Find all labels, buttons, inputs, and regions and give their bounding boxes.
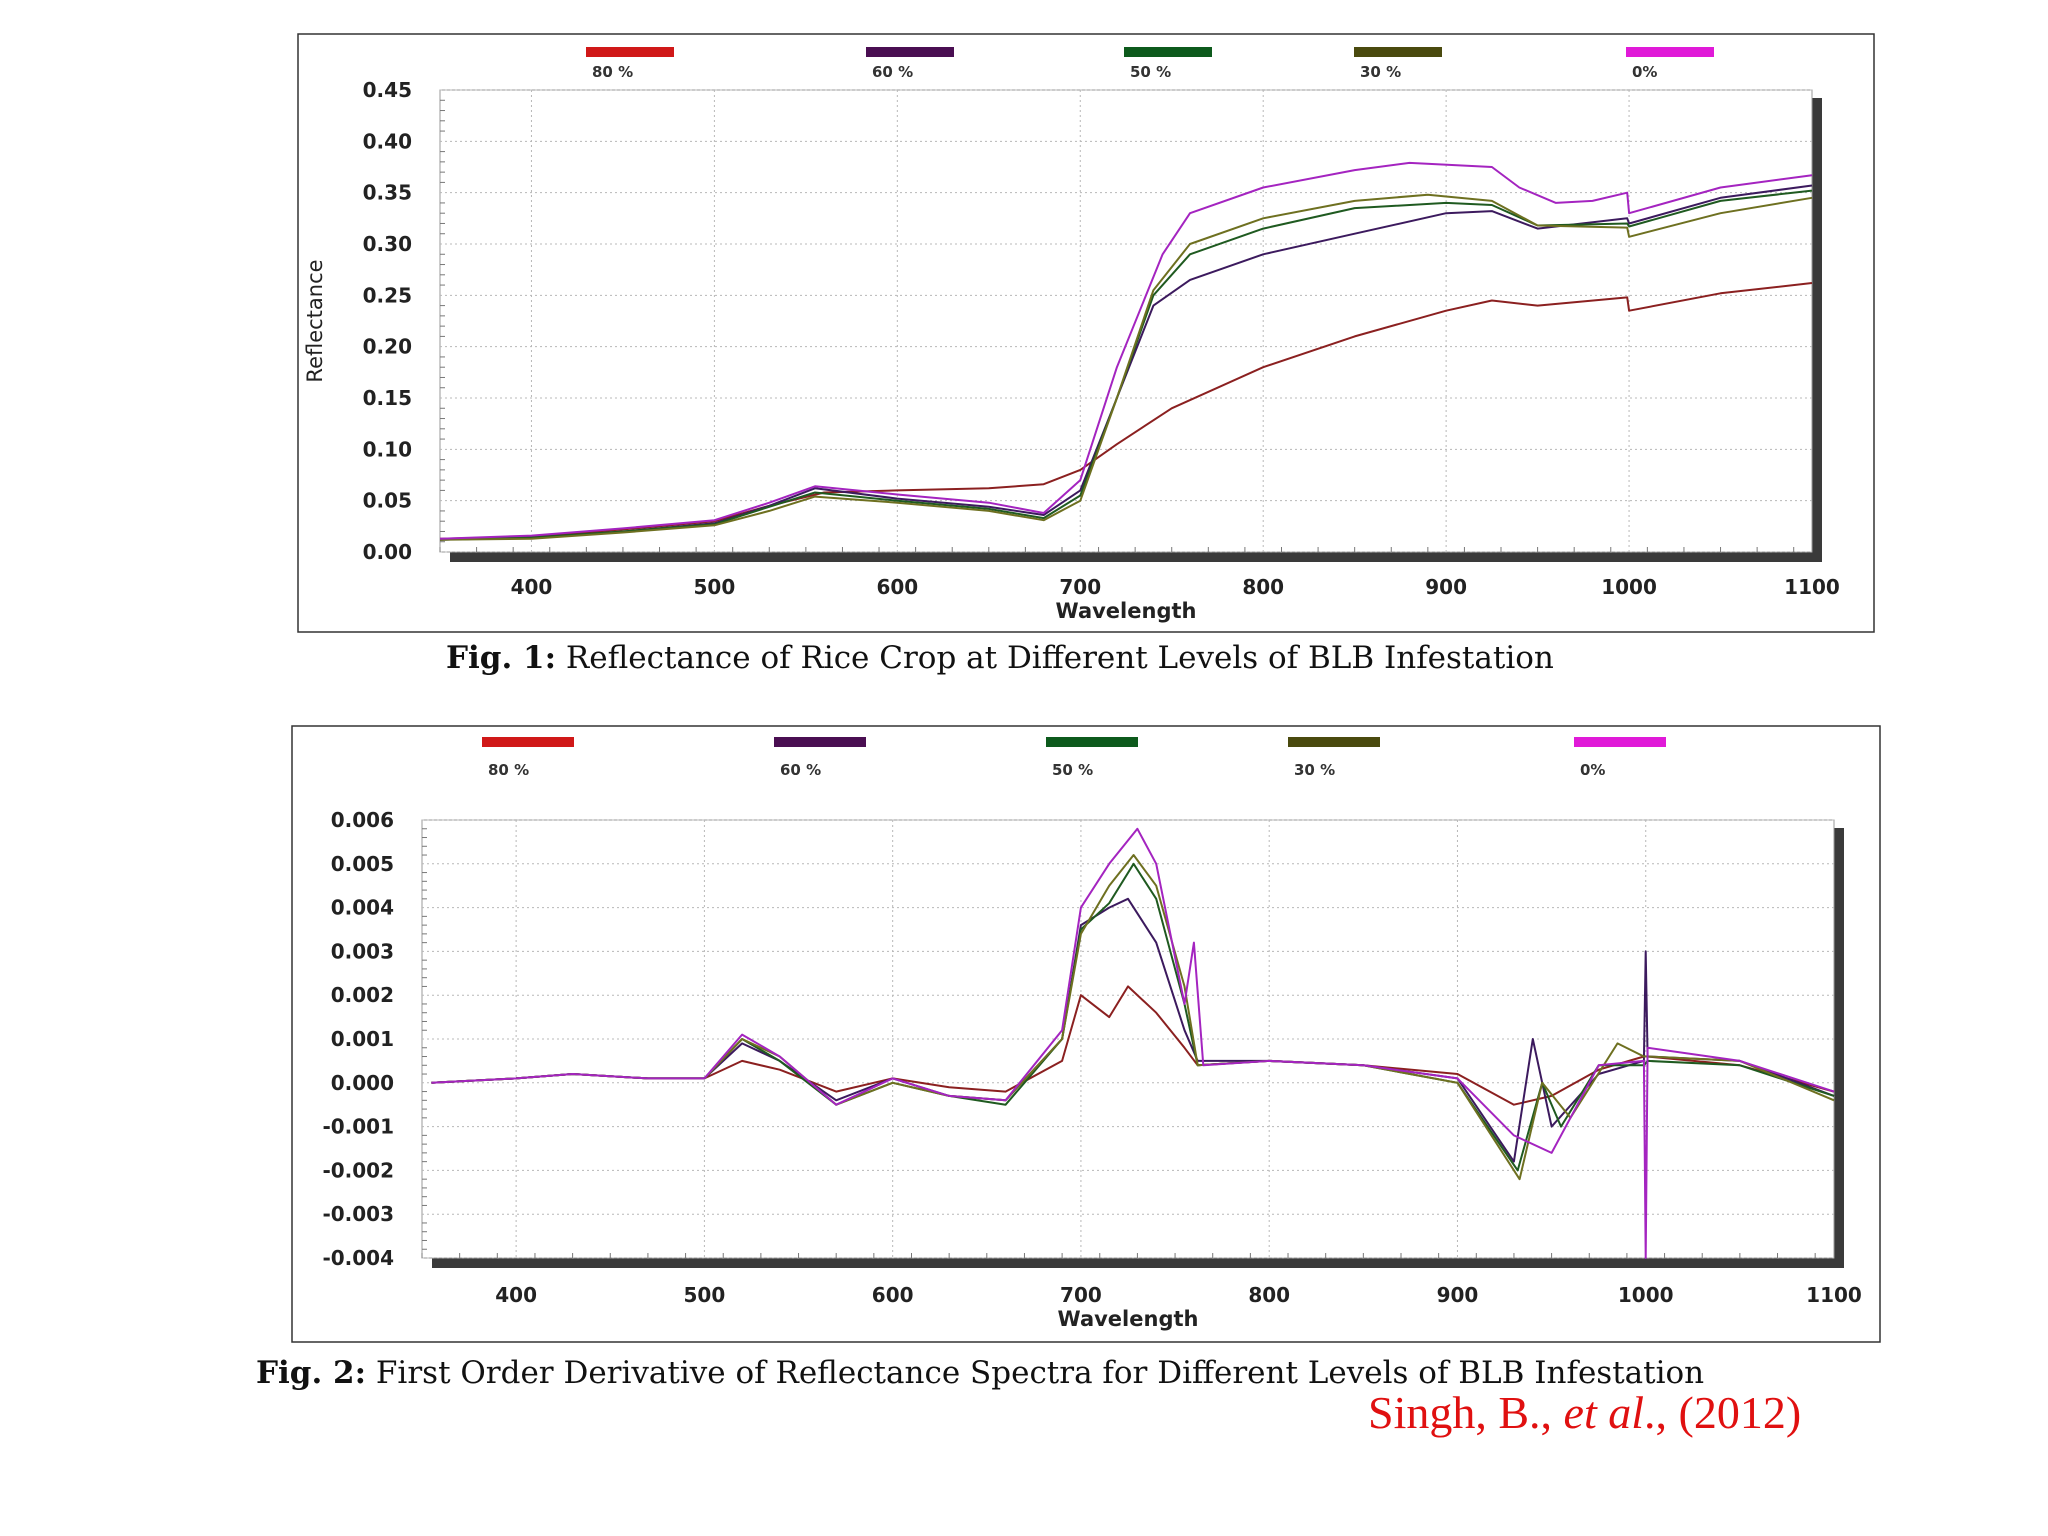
fig2-caption-text: First Order Derivative of Reflectance Sp…	[366, 1355, 1705, 1391]
chart1-xtick-label: 400	[511, 575, 553, 599]
chart1-ytick-label: 0.35	[363, 181, 412, 205]
fig1-caption-label: Fig. 1:	[446, 640, 557, 676]
chart1-ytick-label: 0.30	[363, 232, 412, 256]
chart1-ytick-label: 0.10	[363, 437, 412, 461]
chart1-xlabel: Wavelength	[1056, 599, 1197, 623]
chart1-xtick-label: 500	[694, 575, 736, 599]
chart1-legend-swatch	[866, 47, 954, 57]
chart1-xtick-label: 700	[1059, 575, 1101, 599]
chart2-xtick-label: 1000	[1618, 1283, 1674, 1307]
chart2-ytick-label: 0.006	[331, 808, 394, 832]
chart1-xtick-label: 600	[876, 575, 918, 599]
chart2-xtick-label: 1100	[1806, 1283, 1862, 1307]
chart1-series-line	[439, 193, 1813, 541]
chart1-legend-swatch	[586, 47, 674, 57]
chart1-xtick-label: 1100	[1784, 575, 1840, 599]
chart1-xtick-label: 900	[1425, 575, 1467, 599]
chart1-legend-label: 30 %	[1360, 63, 1401, 81]
chart2-series-line	[431, 897, 1835, 1163]
chart2-ytick-label: -0.002	[322, 1158, 394, 1182]
fig1-caption: Fig. 1: Reflectance of Rice Crop at Diff…	[446, 640, 1554, 676]
chart1-ytick-label: 0.25	[363, 283, 412, 307]
chart2-ytick-label: 0.002	[331, 983, 394, 1007]
chart2-shadow-right	[1834, 828, 1844, 1268]
chart1-ylabel: Reflectance	[303, 259, 327, 382]
chart2-legend-label: 0%	[1580, 761, 1605, 779]
chart2-ytick-label: -0.001	[322, 1115, 394, 1139]
citation: Singh, B., et al., (2012)	[1368, 1386, 1801, 1439]
fig2-caption-label: Fig. 2:	[256, 1355, 367, 1391]
chart1-plot-area	[439, 89, 1813, 553]
chart1-legend-label: 60 %	[872, 63, 913, 81]
chart1-ytick-label: 0.20	[363, 335, 412, 359]
chart2-shadow-bottom	[432, 1258, 1844, 1268]
chart2-ytick-label: 0.003	[331, 939, 394, 963]
chart2-xtick-label: 400	[495, 1283, 537, 1307]
chart1-legend-swatch	[1124, 47, 1212, 57]
chart1-ytick-label: 0.05	[363, 489, 412, 513]
citation-etal: et al	[1563, 1387, 1645, 1438]
chart2-series-line	[431, 854, 1835, 1181]
chart2-legend-swatch	[774, 737, 866, 747]
chart1-legend-label: 50 %	[1130, 63, 1171, 81]
chart1-series-line	[439, 161, 1813, 540]
chart2-legend-swatch	[482, 737, 574, 747]
chart1-legend-swatch	[1354, 47, 1442, 57]
chart1-legend-swatch	[1626, 47, 1714, 57]
chart2-legend-swatch	[1574, 737, 1666, 747]
chart2-xtick-label: 700	[1060, 1283, 1102, 1307]
chart2-series-line	[431, 985, 1835, 1106]
chart1-shadow-bottom	[450, 552, 1822, 562]
chart1-legend-label: 0%	[1632, 63, 1657, 81]
chart1-legend-label: 80 %	[592, 63, 633, 81]
chart2-legend-swatch	[1046, 737, 1138, 747]
chart2-series-line	[431, 827, 1835, 1259]
chart1-xtick-label: 1000	[1601, 575, 1657, 599]
citation-rest: ., (2012)	[1644, 1387, 1802, 1438]
chart1-xtick-label: 800	[1242, 575, 1284, 599]
chart1-shadow-right	[1812, 98, 1822, 562]
chart2-legend-label: 30 %	[1294, 761, 1335, 779]
chart2-ytick-label: -0.003	[322, 1202, 394, 1226]
fig1-chart: 0.00 0.05 0.10 0.15 0.20 0.25 0.30 0.35 0.40 0.45…	[297, 33, 1875, 633]
chart2-ytick-label: 0.004	[331, 896, 394, 920]
chart1-series-line	[439, 282, 1813, 540]
chart2-xtick-label: 600	[872, 1283, 914, 1307]
chart2-ytick-label: 0.000	[331, 1071, 394, 1095]
chart2-legend-label: 80 %	[488, 761, 529, 779]
chart2-legend-label: 60 %	[780, 761, 821, 779]
chart1-ytick-label: 0.45	[363, 78, 412, 102]
chart1-ytick-label: 0.15	[363, 386, 412, 410]
chart1-ytick-label: 0.40	[363, 129, 412, 153]
citation-author: Singh, B.,	[1368, 1387, 1564, 1438]
chart2-legend-swatch	[1288, 737, 1380, 747]
chart2-xtick-label: 900	[1437, 1283, 1479, 1307]
chart2-legend-label: 50 %	[1052, 761, 1093, 779]
fig2-chart: -0.004 -0.003 -0.002 -0.001 0.000 0.001 0.002 0…	[291, 725, 1881, 1343]
chart2-xlabel: Wavelength	[1058, 1307, 1199, 1331]
chart2-ytick-label: -0.004	[322, 1246, 394, 1270]
chart2-xtick-label: 800	[1248, 1283, 1290, 1307]
fig1-caption-text: Reflectance of Rice Crop at Different Le…	[556, 640, 1554, 676]
chart1-ytick-label: 0.00	[363, 540, 412, 564]
fig2-caption: Fig. 2: First Order Derivative of Reflec…	[256, 1355, 1704, 1391]
chart2-xtick-label: 500	[684, 1283, 726, 1307]
chart2-ytick-label: 0.001	[331, 1027, 394, 1051]
chart2-ytick-label: 0.005	[331, 852, 394, 876]
